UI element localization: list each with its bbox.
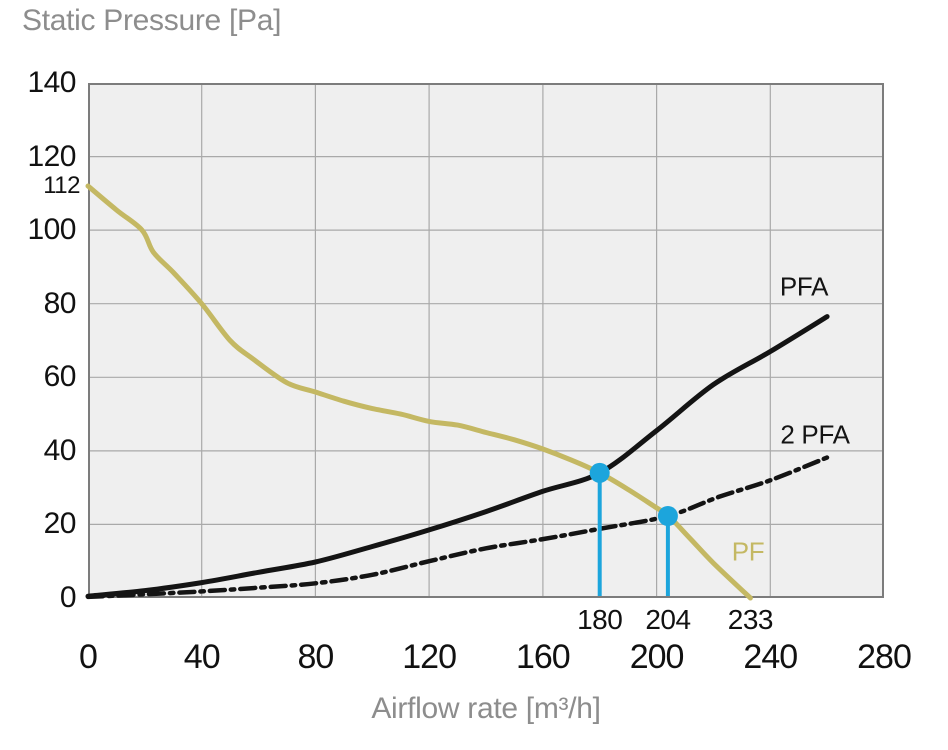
y-tick-label: 140: [27, 66, 76, 99]
y-tick-label: 100: [27, 213, 76, 247]
curve-label-pf: PF: [731, 536, 765, 567]
operating-point-marker: [657, 506, 678, 526]
plot-svg: [85, 83, 884, 601]
x-tick-label: 40: [183, 638, 221, 676]
x-tick-label: 200: [629, 638, 685, 676]
plot-background: [89, 84, 883, 597]
x-tick-label: 0: [79, 638, 98, 676]
y-axis-title: Static Pressure [Pa]: [22, 4, 282, 37]
y-tick-label: 80: [43, 286, 77, 320]
x-annotation-label: 180: [577, 604, 623, 635]
operating-point-marker: [589, 462, 610, 483]
plot-area: PFA 2 PFA PF: [85, 83, 884, 601]
y-tick-label: 0: [59, 581, 77, 614]
x-annotation-label: 233: [727, 604, 774, 635]
x-tick-label: 240: [743, 638, 798, 676]
y-tick-label: 20: [43, 507, 77, 541]
x-tick-label: 120: [402, 638, 457, 676]
curve-2-pfa: [85, 455, 830, 600]
x-tick-label: 160: [515, 638, 571, 676]
curve-label-2pfa: 2 PFA: [780, 419, 850, 450]
curve-pfa: [85, 314, 830, 599]
x-axis-title: Airflow rate [m³/h]: [371, 692, 601, 725]
y-tick-label: 120: [27, 139, 76, 173]
y-extra-label: 112: [43, 172, 80, 199]
curve-pf: [85, 183, 753, 601]
x-tick-label: 280: [857, 638, 912, 676]
x-annotation-label: 204: [645, 604, 691, 635]
y-tick-label: 40: [43, 433, 77, 467]
curve-label-pfa: PFA: [779, 271, 829, 302]
x-tick-label: 80: [297, 638, 335, 676]
y-tick-label: 60: [43, 360, 77, 394]
plot-border: [88, 83, 884, 598]
